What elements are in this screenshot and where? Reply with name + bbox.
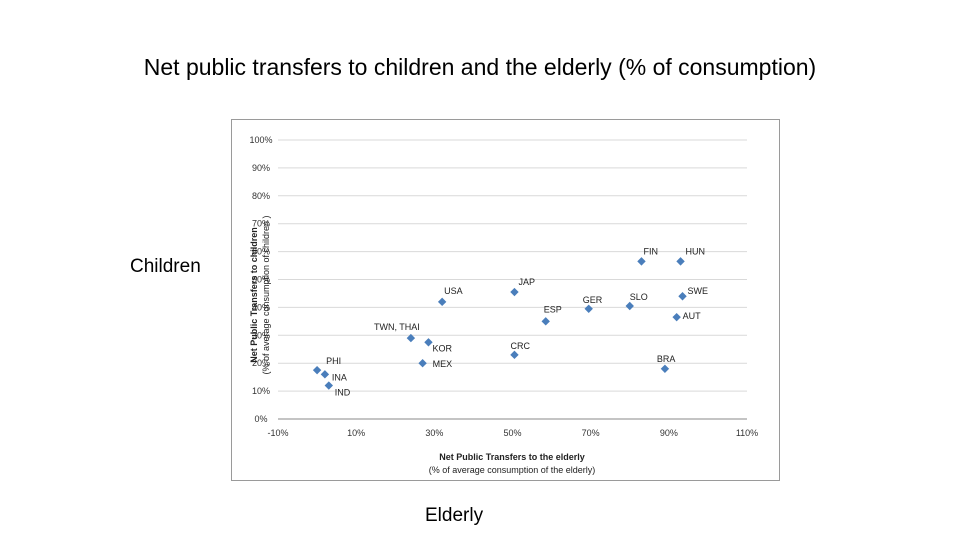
x-axis-subtitle: (% of average consumption of the elderly…	[429, 465, 596, 475]
point-label: IND	[335, 388, 351, 398]
point-label: FIN	[643, 246, 658, 256]
x-tick-label: 70%	[582, 428, 600, 438]
data-point	[541, 317, 550, 326]
y-axis-title: Net Public Transfers to children	[249, 227, 259, 363]
data-point	[672, 312, 681, 322]
y-tick-label: 90%	[252, 163, 270, 173]
data-point	[437, 297, 447, 307]
y-tick-label: 10%	[252, 386, 270, 396]
point-label: CRC	[510, 341, 530, 351]
point-label: KOR	[432, 343, 452, 353]
y-tick-label: 20%	[252, 358, 270, 368]
point-label: BRA	[657, 354, 676, 364]
point-label: USA	[444, 286, 463, 296]
data-point	[660, 364, 670, 373]
y-tick-label: 60%	[252, 247, 270, 257]
chart-frame: 0% 10% 20% 30% 40% 50% 60% 70% 80% 90% 100% -10% 10%…	[231, 119, 780, 481]
x-tick-label: 110%	[736, 428, 758, 438]
point-label: TWN, THAI	[374, 322, 420, 332]
point-label: PHI	[326, 356, 341, 366]
point-label: JAP	[518, 277, 535, 287]
data-point	[678, 292, 687, 301]
data-point	[510, 350, 519, 360]
point-label: MEX	[433, 359, 453, 369]
point-label: SWE	[688, 286, 709, 296]
x-tick-label: 90%	[660, 428, 678, 438]
data-point	[320, 370, 330, 379]
y-tick-label: 100%	[249, 135, 272, 145]
data-point	[584, 304, 593, 313]
data-point	[312, 365, 322, 375]
x-tick-label: 30%	[425, 428, 443, 438]
elderly-label: Elderly	[425, 505, 484, 526]
data-point	[625, 301, 634, 311]
point-label: ESP	[544, 304, 562, 314]
data-point	[510, 287, 519, 297]
data-point	[324, 381, 334, 390]
point-label: GER	[583, 295, 603, 305]
slide-title: Net public transfers to children and the…	[143, 54, 817, 80]
data-point	[418, 359, 427, 368]
data-point	[676, 257, 685, 266]
y-tick-label: 50%	[252, 275, 270, 285]
point-label: INA	[332, 372, 347, 382]
point-label: SLO	[630, 292, 648, 302]
y-tick-label: 70%	[252, 219, 270, 229]
y-axis-subtitle: (% of average consumption of children )	[261, 215, 271, 374]
data-point	[637, 257, 646, 266]
y-tick-label: 40%	[252, 302, 270, 312]
x-tick-label: -10%	[267, 428, 288, 438]
point-label: HUN	[686, 246, 706, 256]
y-tick-label: 80%	[252, 191, 270, 201]
data-point	[424, 338, 433, 347]
point-label: AUT	[683, 311, 702, 321]
x-axis-title: Net Public Transfers to the elderly	[439, 452, 585, 462]
y-tick-label: 0%	[254, 414, 267, 424]
scatter-chart: 0% 10% 20% 30% 40% 50% 60% 70% 80% 90% 100% -10% 10%…	[249, 135, 758, 475]
y-tick-label: 30%	[252, 330, 270, 340]
x-tick-label: 50%	[503, 428, 521, 438]
children-label: Children	[130, 256, 201, 277]
x-tick-label: 10%	[347, 428, 365, 438]
